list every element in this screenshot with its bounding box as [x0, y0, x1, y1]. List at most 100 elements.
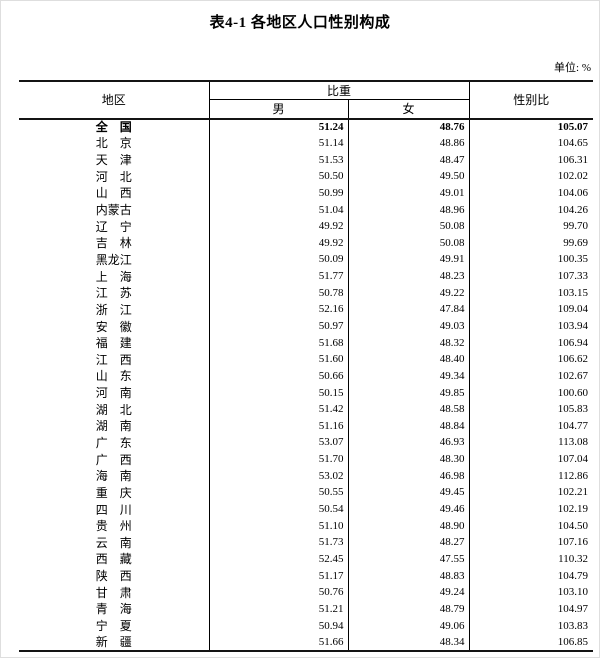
female-share-value: 49.45 [348, 484, 470, 502]
female-share-value: 50.08 [348, 218, 470, 235]
female-share-value: 49.34 [348, 368, 470, 385]
male-share-value: 51.53 [209, 151, 349, 169]
male-share-value: 51.68 [209, 334, 349, 352]
male-share-value: 50.55 [209, 484, 349, 502]
table-row: 云 南 51.73 48.27 107.16 [19, 534, 593, 552]
table-row: 青 海 51.21 48.79 104.97 [19, 601, 593, 618]
sex-ratio-value: 102.19 [557, 503, 589, 516]
sex-ratio-value: 106.94 [557, 336, 589, 349]
sex-ratio-value: 100.35 [557, 253, 589, 266]
female-share-value: 48.86 [348, 135, 470, 152]
female-share-value: 47.84 [348, 301, 470, 319]
region-name: 四 川 [19, 501, 210, 518]
region-name: 全 国 [19, 118, 210, 136]
sex-ratio-value: 110.32 [558, 552, 589, 565]
sex-ratio-value: 107.16 [557, 536, 589, 549]
sex-ratio-value: 103.94 [557, 320, 589, 332]
table-row: 山 西 50.99 49.01 104.06 [19, 185, 593, 202]
sex-ratio-value: 105.07 [557, 120, 589, 133]
sex-ratio-value: 99.69 [563, 236, 589, 249]
region-name: 山 西 [19, 185, 210, 202]
female-share-value: 48.84 [348, 418, 470, 435]
female-share-value: 49.91 [348, 251, 470, 269]
sex-ratio-value: 102.02 [557, 170, 589, 183]
female-share-value: 49.06 [348, 617, 470, 635]
sex-ratio-value: 103.10 [557, 586, 589, 599]
male-share-value: 51.73 [209, 534, 349, 552]
female-share-value: 47.55 [348, 551, 470, 568]
male-share-value: 50.97 [209, 318, 349, 335]
female-share-value: 48.30 [348, 451, 470, 468]
table-row: 宁 夏 50.94 49.06 103.83 [19, 617, 593, 635]
sex-ratio-value: 103.83 [557, 619, 589, 632]
sex-ratio-value: 106.31 [557, 153, 589, 166]
region-name: 海 南 [19, 467, 210, 485]
table-row: 上 海 51.77 48.23 107.33 [19, 268, 593, 285]
male-share-value: 53.07 [209, 434, 349, 452]
region-name: 黑龙江 [19, 251, 210, 269]
female-share-value: 48.40 [348, 351, 470, 369]
male-share-value: 51.16 [209, 418, 349, 435]
male-share-value: 51.04 [209, 201, 349, 219]
sex-ratio-value: 105.83 [557, 403, 589, 416]
table-row: 广 西 51.70 48.30 107.04 [19, 451, 593, 468]
female-share-value: 48.34 [348, 634, 470, 651]
table-row: 黑龙江 50.09 49.91 100.35 [19, 251, 593, 269]
sex-ratio-value: 104.26 [557, 203, 589, 216]
table-row: 河 南 50.15 49.85 100.60 [19, 384, 593, 402]
male-share-value: 50.50 [209, 168, 349, 186]
table-row: 浙 江 52.16 47.84 109.04 [19, 301, 593, 319]
region-name: 安 徽 [19, 318, 210, 335]
sex-ratio-value: 104.65 [557, 136, 589, 149]
sex-ratio-value: 107.33 [557, 270, 589, 283]
table-row: 北 京 51.14 48.86 104.65 [19, 135, 593, 152]
female-share-value: 49.85 [348, 384, 470, 402]
female-share-value: 48.58 [348, 401, 470, 419]
region-name: 浙 江 [19, 301, 210, 319]
table-row: 山 东 50.66 49.34 102.67 [19, 368, 593, 385]
sex-ratio-value: 109.04 [557, 303, 589, 316]
column-header-proportion: 比重 [209, 81, 470, 100]
sex-composition-table: 地区 比重 性别比 男 女 全 国 51.24 48.76 105.07 北 京… [19, 80, 594, 652]
region-name: 吉 林 [19, 234, 210, 252]
region-name: 西 藏 [19, 551, 210, 568]
column-header-region: 地区 [19, 81, 210, 120]
male-share-value: 51.66 [209, 634, 349, 651]
male-share-value: 51.70 [209, 451, 349, 468]
header-row-top: 地区 比重 性别比 [19, 81, 594, 120]
sex-ratio-value: 102.21 [557, 486, 589, 499]
male-share-value: 50.76 [209, 584, 349, 602]
male-share-value: 50.99 [209, 185, 349, 202]
female-share-value: 48.90 [348, 517, 470, 535]
column-header-female: 女 [348, 99, 470, 120]
sex-ratio-value: 112.86 [558, 469, 589, 482]
table-row: 新 疆 51.66 48.34 106.85 [19, 634, 593, 651]
female-share-value: 48.47 [348, 151, 470, 169]
sex-ratio-value: 107.04 [557, 453, 589, 466]
region-name: 新 疆 [19, 634, 210, 651]
region-name: 辽 宁 [19, 218, 210, 235]
region-name: 上 海 [19, 268, 210, 285]
male-share-value: 50.54 [209, 501, 349, 518]
table-row: 全 国 51.24 48.76 105.07 [19, 118, 593, 136]
female-share-value: 49.03 [348, 318, 470, 335]
male-share-value: 50.78 [209, 284, 349, 302]
female-share-value: 48.79 [348, 601, 470, 618]
female-share-value: 46.98 [348, 467, 470, 485]
table-row: 吉 林 49.92 50.08 99.69 [19, 234, 593, 252]
table-row: 湖 南 51.16 48.84 104.77 [19, 418, 593, 435]
sex-ratio-value: 104.97 [557, 602, 589, 615]
table-row: 陕 西 51.17 48.83 104.79 [19, 567, 593, 585]
sex-ratio-value: 102.67 [557, 369, 589, 382]
male-share-value: 51.60 [209, 351, 349, 369]
unit-label: 单位: % [554, 62, 591, 74]
sex-ratio-value: 106.62 [557, 353, 589, 366]
table-row: 江 苏 50.78 49.22 103.15 [19, 284, 593, 302]
region-name: 北 京 [19, 135, 210, 152]
region-name: 山 东 [19, 368, 210, 385]
region-name: 贵 州 [19, 517, 210, 535]
region-name: 云 南 [19, 534, 210, 552]
column-header-sex-ratio: 性别比 [469, 81, 594, 120]
region-name: 天 津 [19, 151, 210, 169]
